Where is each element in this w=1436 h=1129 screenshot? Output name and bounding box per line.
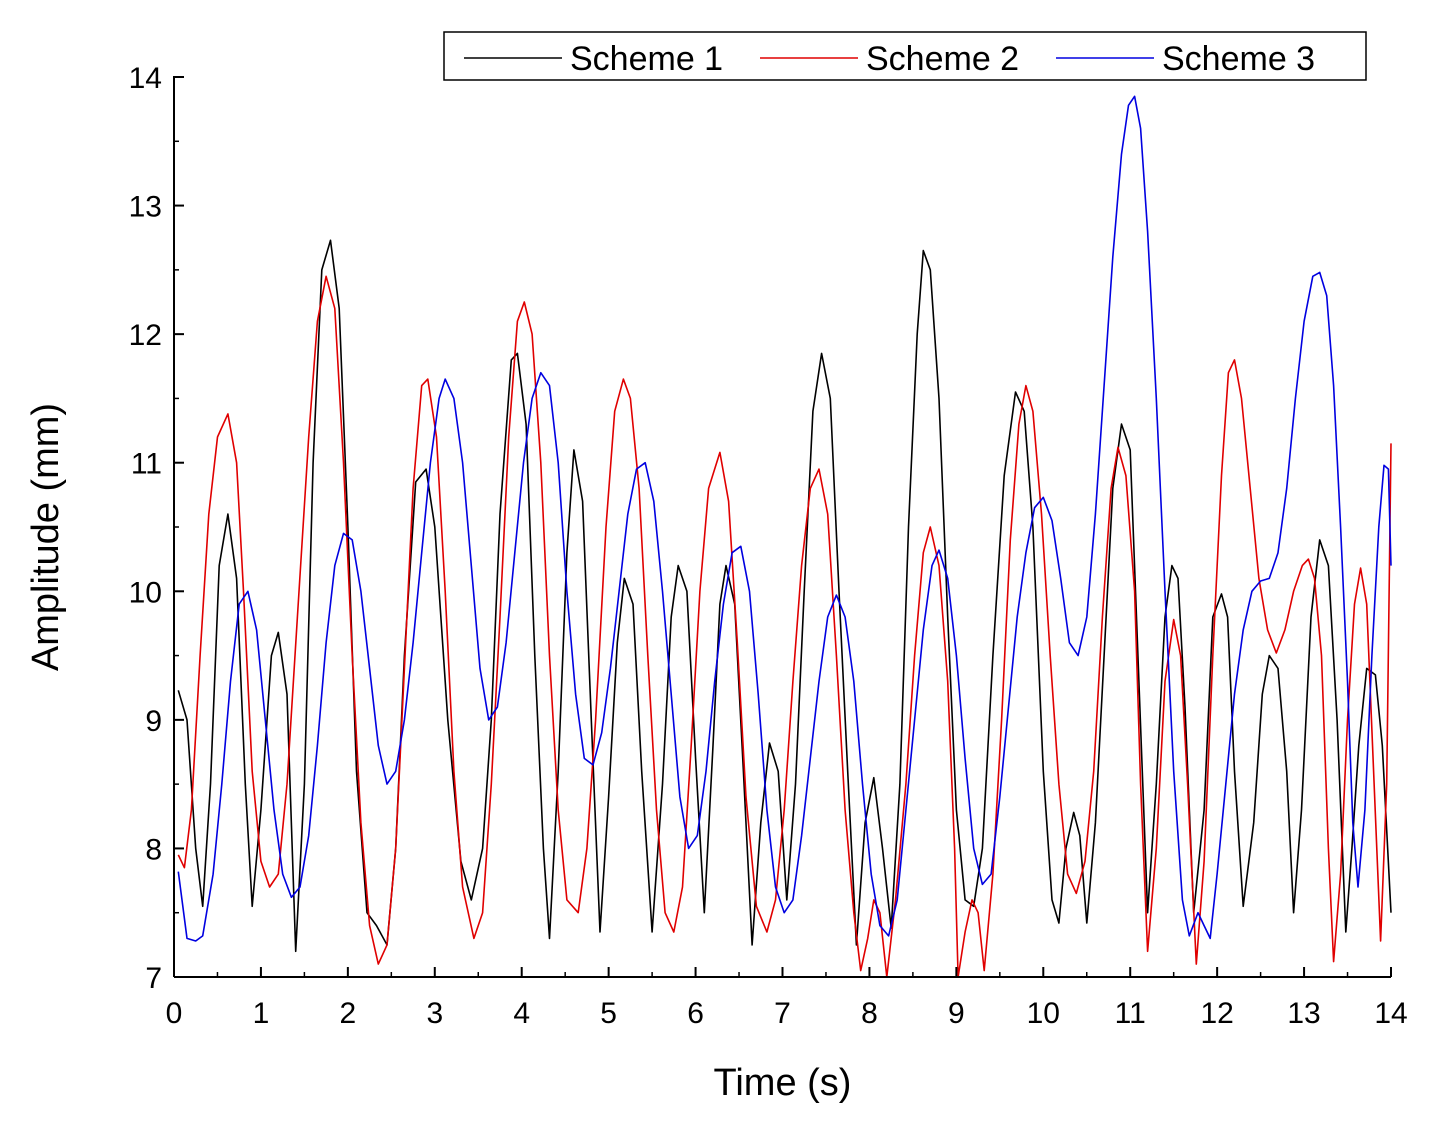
y-tick-label: 7 (145, 962, 162, 995)
y-tick-label: 11 (131, 448, 162, 481)
x-tick-label: 4 (513, 997, 530, 1030)
x-tick-label: 3 (426, 997, 443, 1030)
x-tick-label: 0 (166, 997, 183, 1030)
y-axis-ticks: 7 8 9 10 11 12 13 14 (129, 62, 184, 995)
legend-label-scheme-3: Scheme 3 (1162, 40, 1315, 78)
x-tick-label: 8 (861, 997, 878, 1030)
x-tick-label: 6 (687, 997, 704, 1030)
series-line-scheme-3 (177, 95, 1392, 942)
series-line-scheme-1 (177, 239, 1392, 953)
x-tick-label: 14 (1374, 997, 1407, 1030)
x-tick-label: 5 (600, 997, 617, 1030)
legend-label-scheme-1: Scheme 1 (570, 40, 723, 78)
y-axis-title: Amplitude (mm) (25, 403, 67, 671)
legend-label-scheme-2: Scheme 2 (866, 40, 1019, 78)
y-tick-label: 10 (129, 576, 162, 609)
y-tick-label: 9 (145, 705, 162, 738)
legend: Scheme 1 Scheme 2 Scheme 3 (443, 31, 1367, 81)
y-tick-label: 14 (129, 62, 162, 95)
x-axis-ticks: 0 1 2 3 4 5 6 7 8 9 10 11 12 13 14 (166, 967, 1408, 1030)
x-tick-label: 1 (253, 997, 270, 1030)
legend-entries: Scheme 1 Scheme 2 Scheme 3 (464, 40, 1315, 78)
series-layer (177, 95, 1392, 978)
x-axis-title: Time (s) (714, 1062, 852, 1104)
x-tick-label: 7 (774, 997, 791, 1030)
legend-box (443, 31, 1367, 81)
y-tick-label: 13 (129, 191, 162, 224)
y-tick-label: 12 (129, 319, 162, 352)
x-tick-label: 9 (948, 997, 965, 1030)
series-line-scheme-2 (177, 275, 1392, 978)
x-tick-label: 12 (1200, 997, 1233, 1030)
x-tick-label: 2 (340, 997, 357, 1030)
x-tick-label: 13 (1287, 997, 1320, 1030)
y-tick-label: 8 (145, 833, 162, 866)
x-tick-label: 10 (1027, 997, 1060, 1030)
x-tick-label: 11 (1115, 997, 1146, 1030)
